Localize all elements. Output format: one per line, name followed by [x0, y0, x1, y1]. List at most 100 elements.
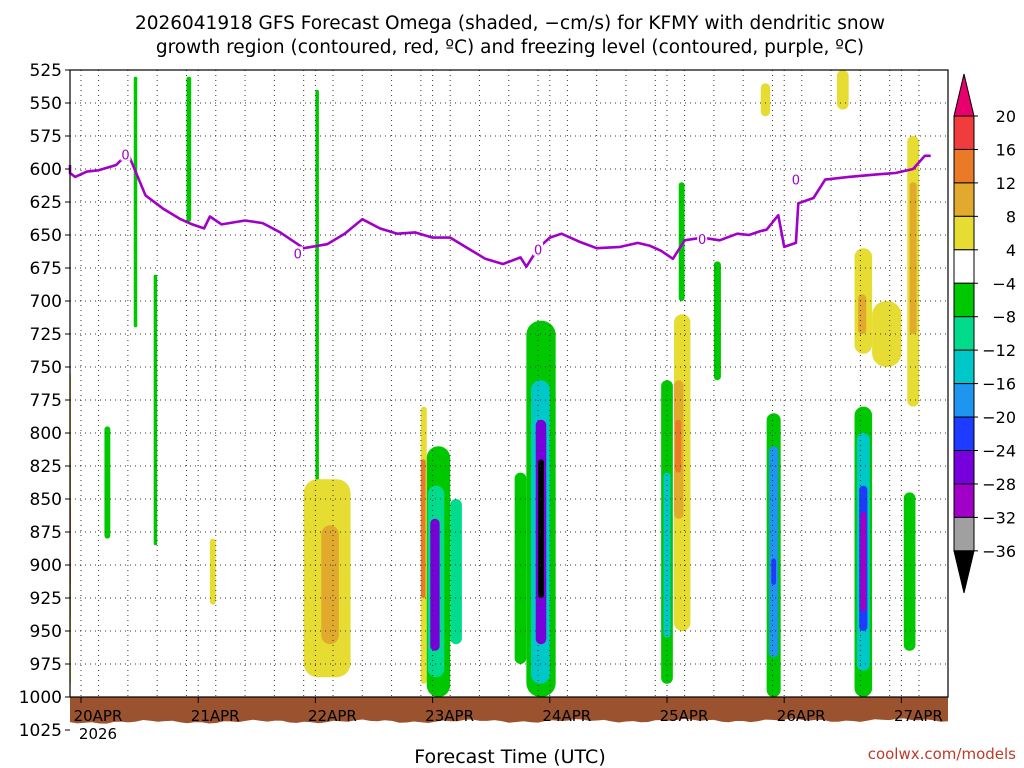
colorbar-bin — [953, 249, 975, 284]
x-tick-label: 25APR — [660, 707, 709, 725]
colorbar: 20 16 12 8 4 −4 −8 −12 −16 −20 −24 −28 −32 −36 — [953, 73, 1016, 593]
freezing-level-label: 0 — [792, 174, 800, 189]
freezing-level-label: 0 — [294, 247, 302, 262]
omega-cell — [760, 83, 771, 117]
colorbar-bin — [953, 148, 975, 184]
omega-cell — [538, 459, 544, 598]
omega-shading — [70, 70, 919, 697]
freezing-level-label: 0 — [534, 244, 542, 259]
colorbar-tick-label: −4 — [992, 274, 1016, 293]
freezing-level-label-bg — [120, 147, 131, 161]
omega-cell — [186, 76, 192, 222]
omega-cell — [903, 492, 916, 651]
colorbar-bin — [953, 115, 975, 150]
y-tick-label: 675 — [30, 259, 62, 279]
freezing-level-label: 0 — [698, 233, 706, 248]
freezing-level-label-bg — [292, 246, 303, 260]
colorbar-tick-label: 4 — [1006, 241, 1016, 260]
colorbar-bin — [953, 282, 975, 318]
omega-cell — [713, 261, 721, 381]
y-tick-label: 975 — [30, 655, 62, 675]
y-axis: 525 550 575 600 625 650 675 700 725 750 775 800 825 8… — [19, 61, 70, 741]
colorbar-bin — [953, 450, 975, 485]
omega-cell — [153, 274, 158, 546]
omega-cell — [860, 512, 867, 612]
x-tick-label: 22APR — [308, 707, 357, 725]
y-tick-label: 600 — [30, 160, 62, 180]
colorbar-bin — [953, 516, 975, 552]
colorbar-tick-label: 16 — [996, 140, 1016, 159]
plot-background — [70, 70, 948, 697]
y-tick-label: 950 — [30, 622, 62, 642]
y-tick-label: 525 — [30, 61, 62, 81]
credit-label: coolwx.com/models — [868, 745, 1016, 763]
colorbar-tick-label: −16 — [982, 375, 1016, 394]
y-tick-label: 700 — [30, 292, 62, 312]
y-tick-label: 650 — [30, 226, 62, 246]
y-tick-label: 925 — [30, 589, 62, 609]
y-tick-label: 750 — [30, 358, 62, 378]
y-tick-label: 900 — [30, 556, 62, 576]
x-axis-label: Forecast Time (UTC) — [414, 746, 605, 768]
colorbar-tick-label: −36 — [982, 542, 1016, 561]
ground-surface — [70, 697, 948, 724]
x-tick-label: 27APR — [894, 707, 943, 725]
freezing-level-contour: 0 0 0 0 0 — [68, 147, 931, 268]
omega-cell — [450, 499, 462, 645]
omega-cell — [104, 426, 111, 539]
freezing-level-line — [68, 151, 931, 268]
colorbar-tick-label: −32 — [982, 508, 1016, 527]
x-tick-label: 21APR — [191, 707, 240, 725]
colorbar-tick-label: −8 — [992, 308, 1016, 327]
y-tick-label: 800 — [30, 424, 62, 444]
omega-cell — [872, 301, 902, 367]
y-tick-label: 1000 — [19, 688, 62, 708]
plot-area: 0 0 0 0 0 525 550 575 600 625 650 675 700 725 750 775 8… — [19, 61, 949, 743]
colorbar-bin — [953, 316, 975, 351]
omega-cell — [430, 518, 440, 651]
omega-cell — [321, 525, 339, 645]
omega-cell — [768, 446, 779, 658]
x-tick-label: 20APR — [74, 707, 123, 725]
y-tick-label: 1025 — [19, 721, 62, 741]
colorbar-bin — [953, 215, 975, 251]
omega-cell — [514, 472, 527, 664]
colorbar-bin — [953, 349, 975, 385]
omega-cell — [420, 459, 426, 598]
colorbar-tick-label: 8 — [1006, 207, 1016, 226]
omega-cell — [678, 182, 685, 301]
freezing-level-label-bg — [790, 172, 801, 186]
omega-cell — [315, 89, 319, 486]
freezing-level-label-bg — [533, 242, 544, 256]
colorbar-bin — [953, 182, 975, 217]
omega-cell — [675, 419, 682, 473]
colorbar-top-arrow — [953, 73, 975, 117]
y-tick-label: 850 — [30, 490, 62, 510]
colorbar-tick-label: −12 — [982, 341, 1016, 360]
chart-title-line1: 2026041918 GFS Forecast Omega (shaded, −… — [135, 13, 885, 34]
plot-frame — [69, 69, 949, 698]
omega-cell — [209, 538, 216, 605]
freezing-level-label-bg — [697, 231, 708, 245]
x-tick-label: 23APR — [425, 707, 474, 725]
colorbar-tick-label: −24 — [982, 442, 1016, 461]
x-tick-sublabel: 2026 — [79, 725, 117, 743]
colorbar-tick-label: 12 — [996, 174, 1016, 193]
y-tick-label: 550 — [30, 94, 62, 114]
omega-cell — [836, 70, 849, 110]
y-tick-label: 575 — [30, 127, 62, 147]
ground — [70, 697, 948, 724]
colorbar-tick-label: −28 — [982, 475, 1016, 494]
freezing-level-label: 0 — [121, 148, 129, 163]
x-tick-label: 26APR — [777, 707, 826, 725]
y-tick-label: 625 — [30, 193, 62, 213]
y-tick-label: 875 — [30, 523, 62, 543]
colorbar-bin — [953, 483, 975, 518]
omega-cell — [858, 294, 867, 334]
colorbar-bin — [953, 416, 975, 451]
y-tick-label: 725 — [30, 325, 62, 345]
colorbar-bin — [953, 383, 975, 418]
colorbar-bottom-arrow — [953, 550, 975, 593]
